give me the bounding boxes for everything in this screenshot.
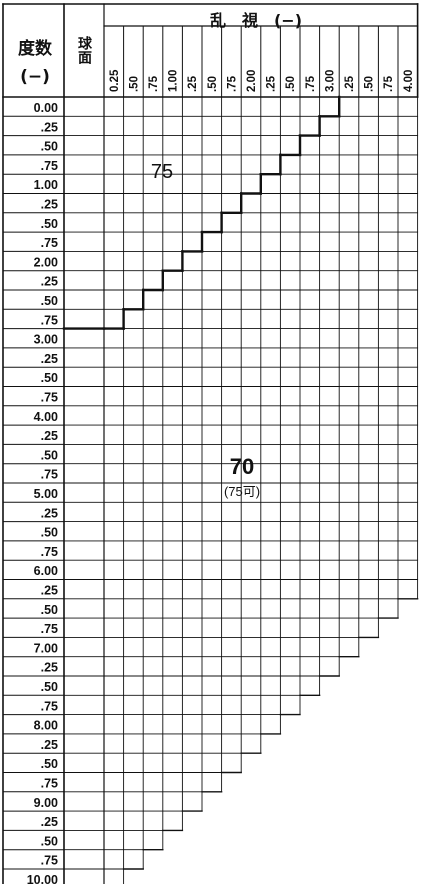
row-label: 0.00 — [34, 101, 58, 115]
row-label: 8.00 — [34, 719, 58, 733]
zone-boundary-lines — [62, 95, 341, 330]
row-label: .50 — [41, 526, 58, 540]
row-label: .25 — [41, 815, 58, 829]
row-label: .75 — [41, 545, 58, 559]
row-label: 10.00 — [27, 873, 58, 884]
row-label: .25 — [41, 120, 58, 134]
zone-lower-note: (75可) — [224, 484, 260, 499]
table-grid — [2, 3, 419, 884]
row-label: .50 — [41, 448, 58, 462]
row-label: .25 — [41, 738, 58, 752]
row-label: 9.00 — [34, 796, 58, 810]
row-label: .75 — [41, 236, 58, 250]
row-label: .50 — [41, 217, 58, 231]
column-label: .75 — [148, 75, 160, 92]
row-label: .25 — [41, 584, 58, 598]
column-label: 4.00 — [403, 70, 415, 92]
zone-lower-label: 70 — [230, 454, 254, 479]
row-label: 7.00 — [34, 641, 58, 655]
row-label: 3.00 — [34, 333, 58, 347]
row-label: .75 — [41, 468, 58, 482]
row-label: .25 — [41, 429, 58, 443]
row-label: .75 — [41, 777, 58, 791]
row-labels: 0.00 .25 .50 .75 1.00 .25 .50 .75 2.00 .25 .50 .75 3… — [27, 101, 58, 884]
zone-upper-label: 75 — [151, 161, 173, 183]
sphere-header: 球面 — [76, 35, 92, 65]
column-label: 3.00 — [324, 70, 336, 92]
row-label: .50 — [41, 140, 58, 154]
row-label: .25 — [41, 661, 58, 675]
row-label: 5.00 — [34, 487, 58, 501]
row-label: .50 — [41, 371, 58, 385]
row-label: 4.00 — [34, 410, 58, 424]
column-label: .50 — [364, 76, 376, 92]
column-label: .25 — [344, 75, 356, 92]
row-label: .50 — [41, 294, 58, 308]
row-label: .75 — [41, 854, 58, 868]
row-label: .25 — [41, 506, 58, 520]
row-label: .75 — [41, 391, 58, 405]
row-label: .75 — [41, 313, 58, 327]
astigmatism-header: 乱 視 (−) — [210, 11, 302, 30]
sphere-power-header: 度数 — [18, 38, 53, 59]
column-label: .75 — [226, 75, 238, 92]
row-label: .75 — [41, 622, 58, 636]
row-label: 2.00 — [34, 255, 58, 269]
column-label: 2.00 — [246, 70, 258, 92]
row-label: .25 — [41, 352, 58, 366]
row-label: 1.00 — [34, 178, 58, 192]
row-label: .50 — [41, 757, 58, 771]
column-label: .75 — [305, 75, 317, 92]
column-label: 1.00 — [168, 70, 180, 92]
column-label: .50 — [207, 76, 219, 92]
row-label: .50 — [41, 834, 58, 848]
column-label: .50 — [128, 76, 140, 92]
row-label: .50 — [41, 603, 58, 617]
column-label: .75 — [383, 75, 395, 92]
row-label: .75 — [41, 699, 58, 713]
row-label: .25 — [41, 198, 58, 212]
column-label: .25 — [187, 75, 199, 92]
column-label: 0.25 — [109, 69, 121, 92]
column-labels: 0.25 .50 .75 1.00 .25 .50 .75 2.00 .25 .50 .75 3.00… — [109, 69, 415, 92]
row-label: .25 — [41, 275, 58, 289]
column-label: .25 — [266, 75, 278, 92]
column-label: .50 — [285, 76, 297, 92]
row-label: .50 — [41, 680, 58, 694]
sphere-power-unit: (−) — [20, 67, 50, 87]
row-label: 6.00 — [34, 564, 58, 578]
row-label: .75 — [41, 159, 58, 173]
